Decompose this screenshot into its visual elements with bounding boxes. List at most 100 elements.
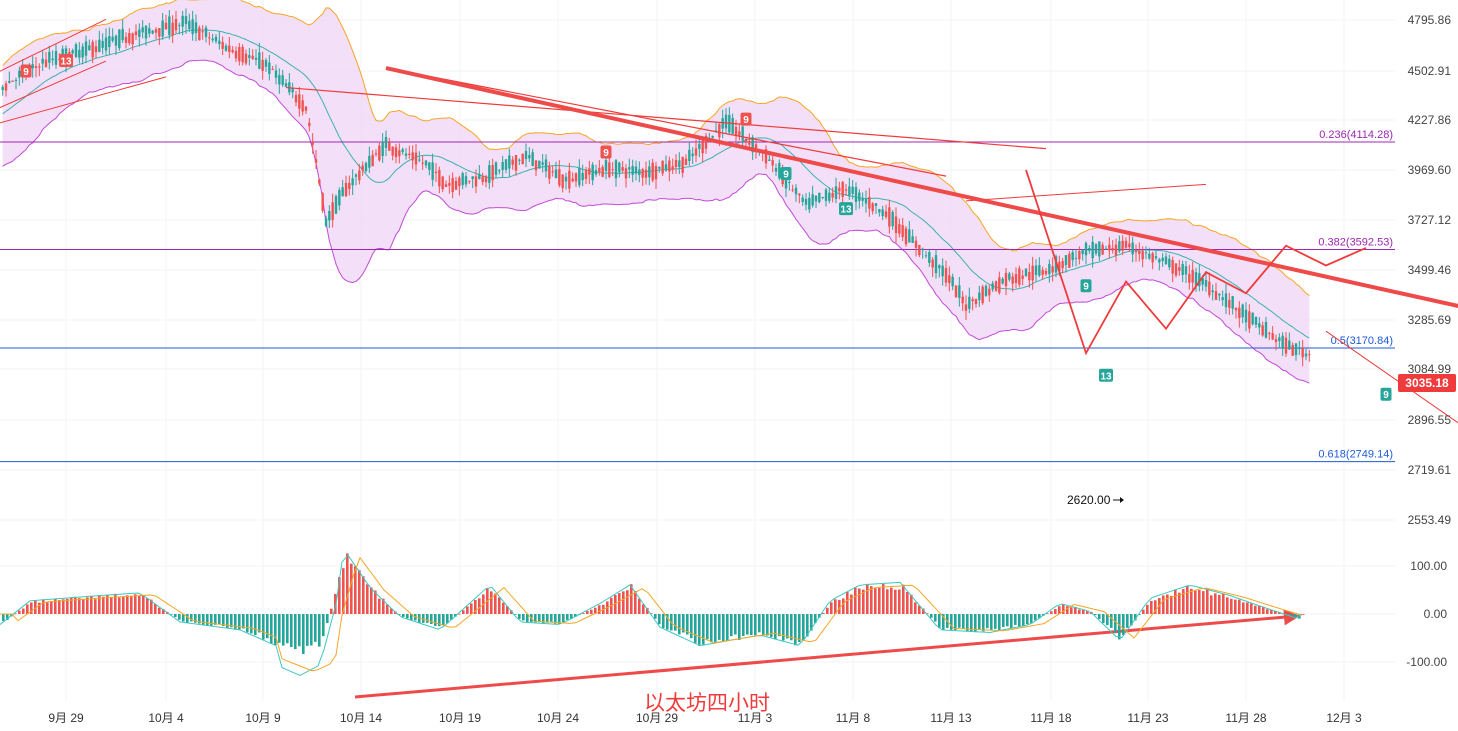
candle-body (261, 59, 264, 71)
band-fill (2, 0, 1310, 384)
price-tick-label: 3285.69 (1408, 313, 1452, 327)
candle-body (278, 75, 281, 85)
candle-body (1181, 263, 1184, 275)
low-annotation: 2620.00 (1067, 493, 1124, 507)
candle-body (988, 288, 991, 296)
macd-histogram-bar (182, 614, 185, 622)
macd-histogram-bar (238, 614, 241, 630)
macd-histogram-bar (386, 604, 389, 614)
macd-histogram-bar (298, 614, 301, 647)
macd-histogram-bar (226, 614, 229, 628)
td-marker: 9 (20, 64, 32, 78)
macd-histogram-bar (930, 614, 933, 618)
macd-histogram-bar (754, 614, 757, 636)
td-marker-label: 9 (1383, 390, 1389, 401)
td-marker-label: 13 (1100, 371, 1112, 382)
macd-histogram-bar (614, 594, 617, 614)
macd-histogram-bar (1114, 614, 1117, 633)
candle-body (1191, 269, 1194, 283)
td-marker: 13 (839, 202, 853, 216)
macd-histogram-bar (722, 614, 725, 642)
macd-histogram-bar (118, 597, 121, 614)
candle-body (608, 162, 611, 178)
macd-histogram-bar (1122, 614, 1125, 635)
candle-body (1288, 340, 1291, 350)
candle-body (1174, 263, 1178, 276)
macd-histogram-bar (1202, 591, 1205, 614)
macd-histogram-bar (222, 614, 225, 627)
macd-histogram-bar (1146, 604, 1149, 614)
macd-histogram-bar (1290, 614, 1293, 616)
candle-body (208, 37, 211, 39)
candle-body (571, 178, 574, 182)
date-tick-label: 11月 23 (1127, 711, 1168, 725)
macd-histogram-bar (78, 598, 81, 614)
candle-body (691, 153, 694, 157)
macd-histogram-bar (766, 614, 769, 636)
macd-histogram-bar (770, 614, 773, 638)
candle-body (631, 166, 634, 175)
candle-body (931, 259, 934, 268)
candlesticks (1, 8, 1311, 367)
candle-body (918, 244, 921, 256)
macd-histogram-bar (110, 596, 113, 614)
macd-histogram-bar (1110, 614, 1113, 628)
candle-body (1308, 354, 1311, 356)
candle-body (401, 149, 404, 153)
candle-body (601, 167, 604, 177)
macd-histogram-bar (354, 566, 357, 614)
candle-body (674, 159, 678, 168)
macd-histogram-bar (286, 614, 289, 644)
candle-body (158, 28, 161, 37)
trend-line-short (285, 86, 1047, 150)
candle-body (848, 186, 851, 197)
date-tick-label: 11月 13 (930, 711, 971, 725)
candle-body (244, 53, 248, 64)
macd-histogram-bar (1118, 614, 1121, 640)
candle-body (801, 197, 804, 202)
macd-histogram-bar (1214, 593, 1217, 614)
macd-histogram-bar (950, 614, 953, 630)
candle-body (238, 46, 241, 62)
macd-histogram-bar (546, 614, 549, 623)
macd-histogram-bar (1238, 599, 1241, 614)
candle-body (1071, 252, 1074, 261)
candle-body (41, 58, 44, 64)
candle-body (304, 106, 308, 111)
candle-body (508, 155, 511, 169)
candle-body (464, 176, 468, 185)
candle-body (868, 196, 871, 209)
candle-body (638, 169, 641, 176)
candle-body (484, 176, 488, 183)
candle-body (124, 36, 128, 43)
macd-histogram-bar (350, 563, 353, 614)
candle-body (111, 36, 114, 41)
macd-histogram-bar (834, 599, 837, 614)
candle-body (994, 281, 998, 291)
candle-body (774, 168, 778, 172)
macd-histogram-bar (1086, 610, 1089, 614)
candle-body (1018, 268, 1021, 285)
macd-histogram-bar (994, 614, 997, 629)
macd-histogram-bar (918, 605, 921, 614)
macd-histogram-bar (1258, 605, 1261, 614)
macd-histogram-bar (658, 614, 661, 625)
candle-body (44, 59, 48, 67)
macd-histogram-bar (1178, 592, 1181, 614)
td-marker-box (1099, 368, 1113, 382)
candle-body (1014, 274, 1018, 283)
date-tick-label: 11月 18 (1030, 711, 1071, 725)
candle-body (1304, 353, 1308, 357)
macd-histogram-bar (466, 606, 469, 614)
candle-body (1258, 323, 1261, 328)
candle-body (371, 154, 374, 167)
macd-histogram-bar (46, 602, 49, 614)
macd-histogram-bar (390, 608, 393, 614)
macd-histogram-bar (290, 614, 293, 648)
candle-body (828, 192, 831, 201)
td-marker: 9 (1380, 387, 1392, 401)
date-tick-label: 10月 24 (537, 711, 579, 725)
candle-body (138, 29, 141, 37)
candle-body (554, 169, 558, 179)
